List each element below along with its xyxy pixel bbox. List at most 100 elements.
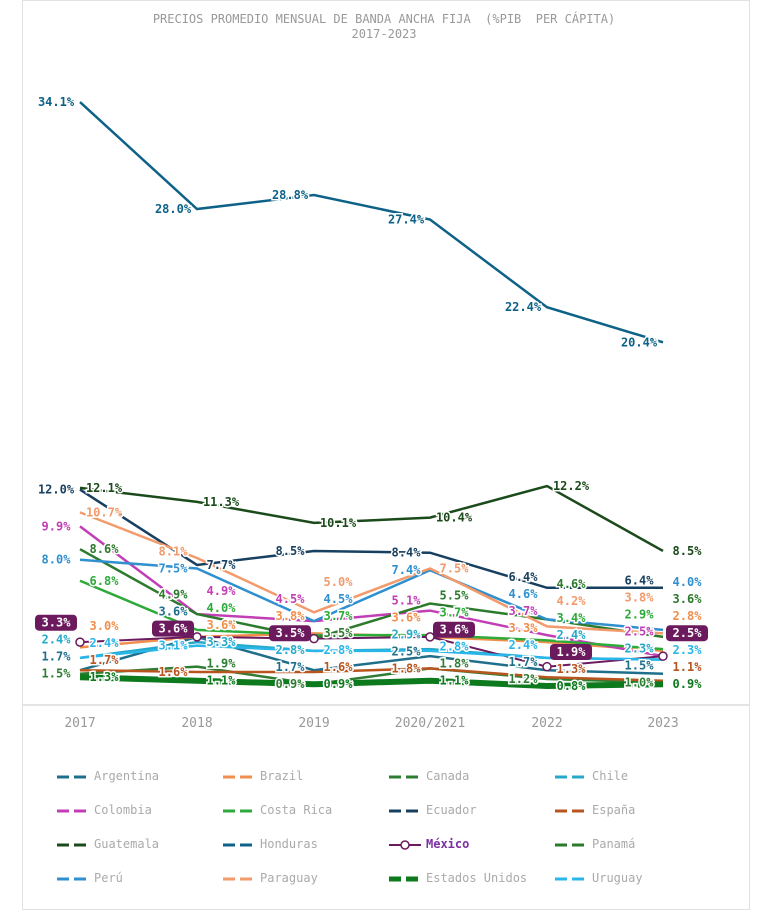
legend-item-espana[interactable]: España <box>553 802 719 818</box>
data-label-guatemala: 12.2% <box>553 479 590 493</box>
legend-item-panama[interactable]: Panamá <box>553 836 719 852</box>
legend-label: Canada <box>426 769 470 783</box>
data-label-espana: 1.7% <box>90 653 120 667</box>
data-label-guatemala: 11.3% <box>203 495 240 509</box>
data-label-chile: 2.9% <box>392 627 422 641</box>
data-label-canada: 0.9% <box>276 677 306 691</box>
legend-label: Estados Unidos <box>426 871 528 885</box>
data-label-ecuador: 8.4% <box>392 546 422 560</box>
data-label-peru: 4.0% <box>673 575 703 589</box>
x-tick-label: 2022 <box>531 716 562 731</box>
legend-item-honduras[interactable]: Honduras <box>221 836 387 852</box>
legend-item-costa-rica[interactable]: Costa Rica <box>221 802 387 818</box>
data-label-estados-unidos: 1.1% <box>440 674 470 688</box>
legend-swatch <box>387 873 423 883</box>
legend-item-guatemala[interactable]: Guatemala <box>55 836 221 852</box>
series-line-espana <box>79 667 664 682</box>
mexico-point-marker <box>309 633 319 644</box>
mexico-point-marker <box>75 637 85 647</box>
legend-swatch <box>221 873 257 883</box>
series-line-ecuador <box>79 488 663 590</box>
x-tick-label: 2018 <box>181 716 212 731</box>
data-label-paraguay: 3.8% <box>625 590 655 604</box>
legend-label: Costa Rica <box>260 803 333 817</box>
legend-item-mexico[interactable]: México <box>387 836 553 852</box>
data-label-canada: 1.5% <box>42 667 72 681</box>
legend-item-estados-unidos[interactable]: Estados Unidos <box>387 870 553 886</box>
data-label-espana: 1.6% <box>159 665 189 679</box>
data-label-ecuador: 6.4% <box>625 573 655 587</box>
data-label-espana: 1.1% <box>673 660 703 674</box>
series-line-colombia <box>79 525 664 658</box>
data-label-honduras: 28.0% <box>155 202 192 216</box>
data-label-uruguay: 2.4% <box>509 638 539 652</box>
data-label-argentina: 1.7% <box>509 655 539 669</box>
x-tick-label: 2019 <box>298 716 329 731</box>
legend-item-brazil[interactable]: Brazil <box>221 768 387 784</box>
data-label-costa-rica: 3.7% <box>324 609 354 623</box>
mexico-point-marker <box>425 632 435 642</box>
data-label-honduras: 20.4% <box>621 335 658 349</box>
data-label-peru: 8.0% <box>42 553 72 567</box>
legend-swatch <box>387 771 423 781</box>
data-label-argentina: 1.7% <box>42 650 72 664</box>
data-label-colombia: 9.9% <box>42 519 72 533</box>
legend-label: España <box>592 803 636 817</box>
data-label-panama: 4.6% <box>557 577 587 591</box>
data-labels: 34.1% 12.0% 9.9% 8.0% 3.3% 2.4% 1.7% 1.5% 12.1% 1… <box>35 94 708 694</box>
legend-label: México <box>426 837 470 851</box>
legend-label: Brazil <box>260 769 304 783</box>
data-label-peru: 7.5% <box>159 561 189 575</box>
data-label-mexico: 2.5% <box>673 626 703 640</box>
legend-swatch <box>221 839 257 849</box>
legend-swatch <box>553 771 589 781</box>
legend-item-canada[interactable]: Canada <box>387 768 553 784</box>
data-label-paraguay: 5.0% <box>324 575 354 589</box>
data-label-colombia: 5.1% <box>392 593 422 607</box>
mexico-point-marker <box>542 661 552 672</box>
data-label-chile: 2.4% <box>557 628 587 642</box>
x-tick-label: 2020/2021 <box>395 716 465 731</box>
legend-item-argentina[interactable]: Argentina <box>55 768 221 784</box>
data-label-honduras: 22.4% <box>505 300 542 314</box>
data-label-argentina: 1.5% <box>625 658 655 672</box>
legend-label: Panamá <box>592 837 636 851</box>
data-label-mexico: 3.5% <box>276 626 306 640</box>
series-line-estados-unidos <box>79 674 664 689</box>
legend-swatch <box>221 805 257 815</box>
data-label-colombia: 4.5% <box>276 592 306 606</box>
series-line-canada <box>79 665 664 686</box>
legend-swatch <box>387 805 423 815</box>
legend-item-colombia[interactable]: Colombia <box>55 802 221 818</box>
data-label-mexico: 3.3% <box>42 616 72 630</box>
legend-swatch <box>553 805 589 815</box>
data-label-colombia: 4.9% <box>207 584 237 598</box>
data-label-honduras: 27.4% <box>388 213 425 227</box>
data-label-guatemala: 12.1% <box>86 481 123 495</box>
data-label-chile: 2.8% <box>276 643 306 657</box>
legend-item-ecuador[interactable]: Ecuador <box>387 802 553 818</box>
data-label-ecuador: 6.4% <box>509 570 539 584</box>
data-label-colombia: 3.7% <box>509 604 539 618</box>
series-line-paraguay <box>79 511 664 635</box>
chart-title: PRECIOS PROMEDIO MENSUAL DE BANDA ANCHA … <box>152 12 616 26</box>
mexico-point-marker <box>658 651 668 661</box>
data-label-canada: 1.8% <box>440 657 470 671</box>
data-label-mexico: 1.9% <box>557 645 587 659</box>
data-label-espana: 1.8% <box>392 661 422 675</box>
legend-item-paraguay[interactable]: Paraguay <box>221 870 387 886</box>
data-label-chile: 3.3% <box>207 635 237 649</box>
data-label-paraguay: 4.2% <box>557 594 587 608</box>
legend-item-chile[interactable]: Chile <box>553 768 719 784</box>
legend-item-uruguay[interactable]: Uruguay <box>553 870 719 886</box>
legend-item-peru[interactable]: Perú <box>55 870 221 886</box>
data-label-canada: 1.9% <box>207 657 237 671</box>
data-label-canada: 1.2% <box>509 672 539 686</box>
legend-swatch <box>553 839 589 849</box>
data-label-espana: 1.3% <box>557 662 587 676</box>
mexico-label-box <box>666 625 708 642</box>
data-label-argentina: 2.5% <box>392 644 422 658</box>
data-label-costa-rica: 3.4% <box>557 611 587 625</box>
data-label-chile: 2.4% <box>42 633 72 647</box>
